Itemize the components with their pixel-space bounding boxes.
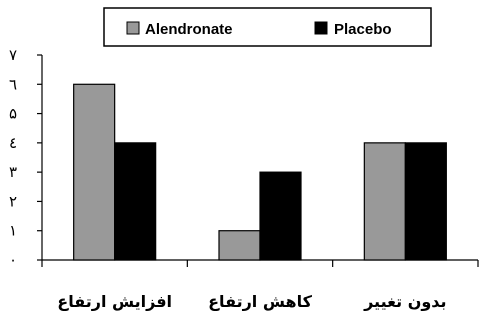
y-tick-label: ۷: [9, 46, 17, 64]
y-tick-label: ۰: [9, 251, 17, 269]
y-tick-label: ۳: [9, 163, 17, 181]
x-category-label: بدون تغییر: [363, 292, 446, 311]
bar-alendronate-1: [73, 83, 116, 261]
y-tick-label: ۵: [9, 105, 17, 123]
legend-swatch-alendronate: [126, 21, 140, 35]
legend-label-alendronate: Alendronate: [145, 21, 233, 38]
bars: [73, 83, 447, 261]
labels: ۰ ۱ ۲ ۳ ٤ ۵ ٦ ۷ افزایش ارتفاع کاهش ارتفاع بدون تغی…: [9, 46, 447, 311]
x-category-label: افزایش ارتفاع: [57, 292, 172, 311]
y-tick-label: ٦: [9, 75, 17, 93]
bar-alendronate-2: [218, 230, 261, 261]
bar-placebo-1: [114, 142, 157, 261]
legend: Alendronate Placebo: [103, 7, 432, 47]
bar-alendronate-3: [363, 142, 406, 261]
y-tick-label: ٤: [9, 134, 17, 152]
y-tick-label: ۱: [9, 222, 17, 240]
bar-placebo-3: [404, 142, 447, 261]
bar-placebo-2: [259, 171, 302, 261]
y-tick-label: ۲: [9, 192, 17, 210]
legend-label-placebo: Placebo: [334, 21, 392, 38]
legend-swatch-placebo: [314, 21, 328, 35]
legend-box: [103, 7, 432, 47]
x-category-label: کاهش ارتفاع: [208, 292, 312, 311]
